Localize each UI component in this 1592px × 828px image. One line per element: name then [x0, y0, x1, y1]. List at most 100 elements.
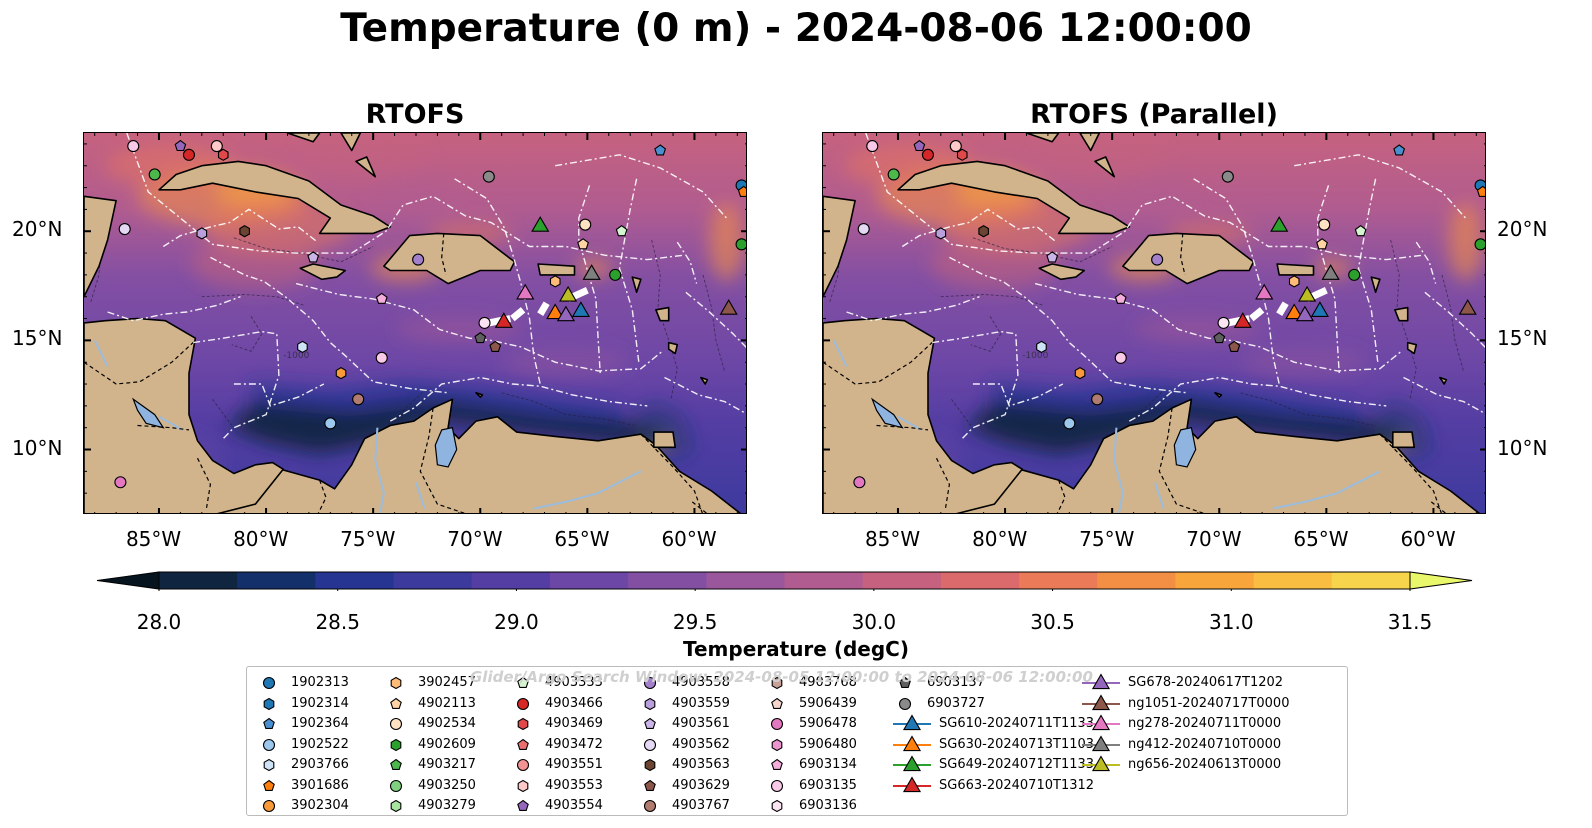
- legend-item-label: 4903554: [545, 798, 603, 813]
- map-marker-12: [196, 227, 208, 240]
- colorbar-segment: [1175, 572, 1255, 589]
- map-marker-5: [1393, 144, 1406, 156]
- legend-item-label: 4902609: [418, 736, 476, 752]
- lat-tick-label-left: 20°N: [12, 217, 63, 242]
- legend: 1902313 1902314 1902364 1902522 2903766 39016…: [246, 666, 1348, 816]
- legend-marker-triangle: [1091, 714, 1111, 731]
- land-masses: [84, 133, 742, 513]
- legend-marker-pentagon: [390, 697, 402, 709]
- map-marker-23: [1255, 283, 1274, 300]
- legend-marker-pentagon: [644, 717, 656, 729]
- legend-marker-hexagon: [390, 676, 402, 690]
- map-marker-21: [609, 268, 622, 281]
- map-marker-34: [1036, 340, 1047, 354]
- map-marker-24: [1298, 285, 1317, 302]
- map-marker-28: [556, 305, 576, 322]
- lon-tick-label: 65°W: [554, 527, 610, 551]
- map-marker-31: [478, 316, 491, 329]
- map-marker-11: [239, 225, 250, 238]
- colorbar-segment: [237, 572, 316, 589]
- map-marker-9: [1476, 185, 1485, 197]
- map-marker-30: [494, 312, 513, 328]
- legend-item-label: 4903551: [545, 757, 603, 772]
- map-marker-32: [474, 332, 487, 344]
- colorbar-segment: [862, 572, 942, 589]
- map-marker-7: [1221, 170, 1234, 183]
- legend-item-label: ng1051-20240717T0000: [1128, 695, 1290, 711]
- legend-marker-pentagon: [390, 758, 402, 770]
- map-marker-35: [1114, 351, 1127, 364]
- legend-item-label: 4902534: [418, 716, 476, 731]
- map-marker-6: [148, 168, 161, 181]
- map-marker-29: [571, 301, 590, 317]
- lon-tick-label: 65°W: [1293, 527, 1349, 551]
- legend-item-label: 4903629: [672, 777, 730, 793]
- lat-tick-label-right: 15°N: [1497, 326, 1548, 351]
- legend-item-label: 5906439: [799, 695, 857, 711]
- map-marker-22: [1288, 275, 1300, 288]
- lon-tick-label: 85°W: [125, 527, 182, 551]
- legend-marker-triangle: [902, 755, 922, 772]
- legend-item-label: 4903553: [545, 777, 603, 793]
- figure-title: Temperature (0 m) - 2024-08-06 12:00:00: [340, 6, 1252, 51]
- legend-marker-circle: [770, 717, 784, 731]
- lon-tick-label: 75°W: [1079, 527, 1135, 551]
- map-marker-18: [1046, 251, 1059, 263]
- map-marker-21: [1348, 268, 1361, 281]
- lon-tick-label: 80°W: [972, 527, 1028, 551]
- colorbar-tick-label: 31.0: [1209, 610, 1254, 634]
- colorbar-under-arrow: [96, 571, 160, 590]
- legend-item-label: 4903558: [672, 675, 730, 690]
- map-marker-0: [866, 140, 879, 153]
- map-marker-38: [324, 417, 337, 430]
- lon-tick-label: 85°W: [864, 527, 921, 551]
- legend-marker-hexagon: [390, 738, 402, 751]
- map-marker-11: [978, 225, 989, 238]
- legend-item-label: 4903333: [545, 675, 603, 690]
- panel-title-rtofs: RTOFS: [365, 99, 465, 130]
- map-marker-30: [1233, 312, 1252, 328]
- map-marker-27: [546, 303, 565, 320]
- legend-marker-circle: [516, 697, 530, 710]
- map-marker-10: [118, 222, 131, 236]
- colorbar-segment: [1253, 572, 1333, 589]
- legend-marker-circle: [643, 738, 657, 751]
- legend-item-label: 4903562: [672, 736, 730, 752]
- colorbar-segment: [159, 572, 238, 589]
- map-marker-39: [114, 476, 127, 489]
- legend-item-label: 4903466: [545, 695, 603, 711]
- legend-item-label: 1902522: [291, 736, 349, 752]
- lat-tick-label-right: 20°N: [1497, 217, 1548, 242]
- legend-item-label: 3901686: [291, 777, 349, 793]
- legend-marker-pentagon: [899, 676, 911, 688]
- map-marker-31: [1217, 316, 1230, 329]
- map-marker-17: [1474, 238, 1485, 251]
- map-marker-7: [482, 170, 495, 183]
- legend-marker-triangle: [902, 775, 922, 792]
- legend-marker-pentagon: [517, 799, 529, 811]
- legend-marker-pentagon: [517, 676, 529, 688]
- legend-marker-pentagon: [263, 779, 275, 791]
- map-panel-rtofs[interactable]: -1000: [83, 132, 747, 514]
- legend-item-label: 1902313: [291, 675, 349, 690]
- legend-marker-circle: [898, 697, 912, 710]
- bathymetry-contour-label: -1000: [283, 351, 309, 361]
- legend-marker-pentagon: [644, 779, 656, 791]
- colorbar-segment: [549, 572, 629, 589]
- map-panel-rtofs-parallel[interactable]: -1000: [822, 132, 1486, 514]
- legend-item-label: 6903136: [799, 798, 857, 813]
- map-marker-6: [887, 168, 900, 181]
- map-marker-16: [577, 238, 589, 250]
- legend-item-label: SG630-20240713T1103: [939, 736, 1095, 752]
- legend-item-label: 2903766: [291, 757, 349, 772]
- legend-item-label: 5906478: [799, 716, 857, 731]
- map-marker-17: [735, 238, 746, 251]
- colorbar-segment: [940, 572, 1020, 589]
- map-marker-10: [857, 222, 870, 236]
- map-marker-25: [1114, 292, 1127, 304]
- legend-marker-pentagon: [771, 697, 783, 709]
- map-marker-2: [182, 148, 196, 161]
- map-marker-37: [1091, 393, 1104, 406]
- legend-item-label: ng656-20240613T0000: [1128, 757, 1282, 772]
- map-marker-24: [559, 285, 578, 302]
